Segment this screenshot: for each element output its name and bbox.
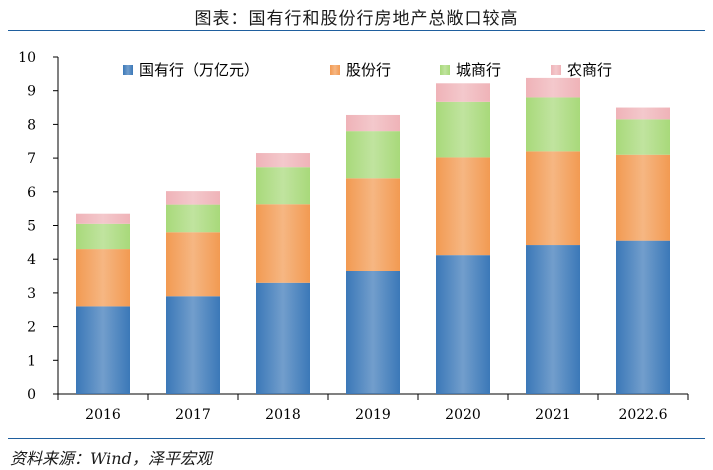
bar-segment-2017-s2 <box>166 204 220 233</box>
y-tick-label: 2 <box>27 320 36 336</box>
bar-segment-2019-s0 <box>346 270 400 394</box>
legend-label: 股份行 <box>346 61 391 79</box>
bar-segment-2018-s3 <box>256 153 310 168</box>
bar-segment-2020-s3 <box>436 83 490 102</box>
bar-segment-2018-s1 <box>256 204 310 283</box>
bar-segment-2016-s2 <box>76 223 130 250</box>
bar-segment-2021-s3 <box>526 77 580 98</box>
x-tick-label: 2016 <box>85 407 121 423</box>
bar-segment-2019-s1 <box>346 178 400 271</box>
legend-label: 国有行（万亿元） <box>139 61 259 79</box>
x-tick-label: 2020 <box>445 407 481 423</box>
y-tick-label: 4 <box>27 252 36 268</box>
bar-segment-2017-s1 <box>166 232 220 297</box>
x-tick-label: 2019 <box>355 407 391 423</box>
y-tick-label: 0 <box>27 387 36 403</box>
bar-segment-2021-s2 <box>526 97 580 152</box>
bar-segment-2016-s3 <box>76 213 130 224</box>
bar-segment-2020-s0 <box>436 255 490 394</box>
bar-segment-2021-s1 <box>526 151 580 246</box>
source-note: 资料来源：Wind，泽平宏观 <box>10 449 212 468</box>
x-tick-label: 2021 <box>535 407 571 423</box>
y-tick-label: 9 <box>27 84 36 100</box>
bar-segment-2022.6-s2 <box>616 119 670 155</box>
x-tick-label: 2018 <box>265 407 301 423</box>
bar-segment-2022.6-s3 <box>616 107 670 120</box>
y-tick-label: 10 <box>18 50 36 66</box>
legend-swatch <box>123 65 133 75</box>
title-divider <box>8 30 705 31</box>
bar-segment-2020-s1 <box>436 157 490 256</box>
bar-segment-2017-s3 <box>166 191 220 205</box>
y-tick-label: 6 <box>27 185 36 201</box>
legend: 国有行（万亿元） 股份行 城商行 农商行 <box>123 61 612 79</box>
axes: 0 1 2 3 4 5 6 7 8 9 10 2016 2017 2018 2019 2020 2021 2022… <box>18 50 689 423</box>
bar-segment-2016-s1 <box>76 249 130 307</box>
bar-segment-2017-s0 <box>166 296 220 394</box>
y-tick-label: 5 <box>27 219 36 235</box>
bar-segment-2019-s3 <box>346 114 400 132</box>
chart-title: 图表：国有行和股份行房地产总敞口较高 <box>194 9 519 29</box>
legend-swatch <box>551 65 561 75</box>
bar-segment-2022.6-s1 <box>616 154 670 241</box>
x-tick-label: 2022.6 <box>619 407 668 423</box>
bar-segment-2020-s2 <box>436 101 490 158</box>
legend-label: 城商行 <box>456 61 501 79</box>
bar-segment-2021-s0 <box>526 245 580 394</box>
y-tick-label: 7 <box>27 151 36 167</box>
legend-swatch <box>440 65 450 75</box>
bars <box>76 77 670 394</box>
bar-segment-2018-s2 <box>256 167 310 205</box>
footer-divider <box>8 438 705 439</box>
bar-segment-2018-s0 <box>256 282 310 394</box>
x-tick-label: 2017 <box>175 407 211 423</box>
bar-segment-2019-s2 <box>346 131 400 179</box>
y-tick-label: 8 <box>27 117 36 133</box>
y-tick-label: 3 <box>27 286 36 302</box>
bar-segment-2022.6-s0 <box>616 240 670 394</box>
y-tick-label: 1 <box>27 353 36 369</box>
bar-segment-2016-s0 <box>76 306 130 394</box>
legend-label: 农商行 <box>567 61 612 79</box>
legend-swatch <box>330 65 340 75</box>
